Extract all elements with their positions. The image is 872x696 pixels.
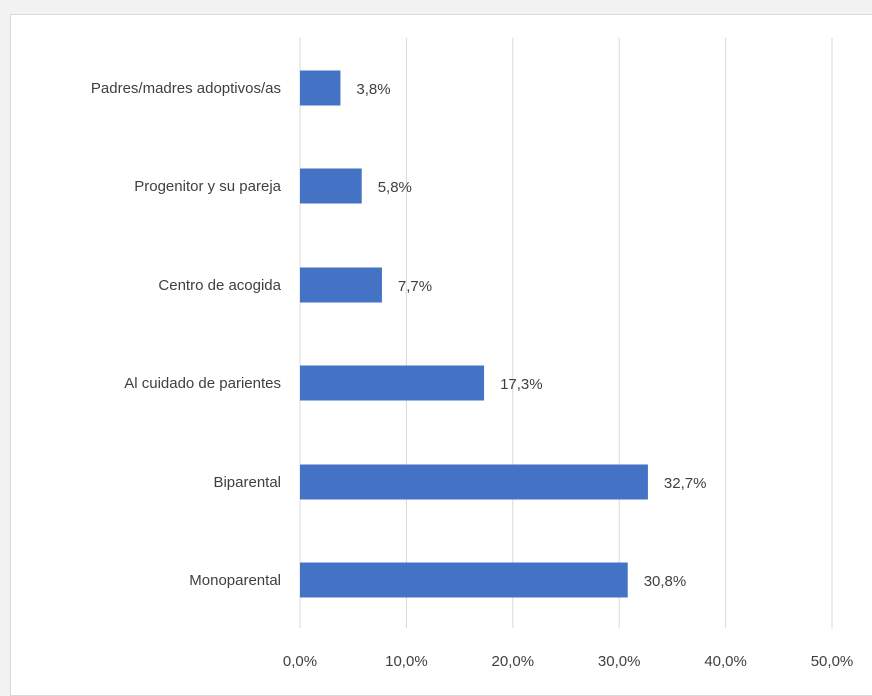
x-tick-labels: 0,0% 10,0% 20,0% 30,0% 40,0% 50,0% bbox=[283, 653, 853, 670]
bar bbox=[300, 464, 648, 500]
category-label: Padres/madres adoptivos/as bbox=[91, 80, 281, 97]
gridlines bbox=[299, 38, 833, 628]
data-label: 30,8% bbox=[644, 573, 687, 590]
x-tick-label: 30,0% bbox=[598, 653, 641, 670]
category-label: Biparental bbox=[213, 474, 281, 491]
bar bbox=[300, 70, 341, 106]
data-labels: 3,8% 5,8% 7,7% 17,3% 32,7% 30,8% bbox=[356, 81, 706, 590]
data-label: 3,8% bbox=[356, 81, 390, 98]
x-tick-label: 10,0% bbox=[385, 653, 428, 670]
data-label: 17,3% bbox=[500, 376, 543, 393]
bars bbox=[300, 70, 648, 598]
data-label: 7,7% bbox=[398, 278, 432, 295]
data-label: 5,8% bbox=[378, 179, 412, 196]
bar bbox=[300, 168, 362, 204]
bar bbox=[300, 562, 628, 598]
category-label: Centro de acogida bbox=[158, 277, 281, 294]
x-tick-label: 20,0% bbox=[492, 653, 535, 670]
bar bbox=[300, 365, 485, 401]
bar-chart: Padres/madres adoptivos/as Progenitor y s… bbox=[91, 38, 853, 670]
category-label: Al cuidado de parientes bbox=[124, 375, 281, 392]
x-tick-label: 40,0% bbox=[704, 653, 747, 670]
category-labels: Padres/madres adoptivos/as Progenitor y s… bbox=[91, 80, 282, 589]
bar bbox=[300, 267, 382, 303]
category-label: Monoparental bbox=[189, 572, 281, 589]
x-tick-label: 50,0% bbox=[811, 653, 854, 670]
x-tick-label: 0,0% bbox=[283, 653, 317, 670]
category-label: Progenitor y su pareja bbox=[134, 178, 281, 195]
data-label: 32,7% bbox=[664, 475, 707, 492]
